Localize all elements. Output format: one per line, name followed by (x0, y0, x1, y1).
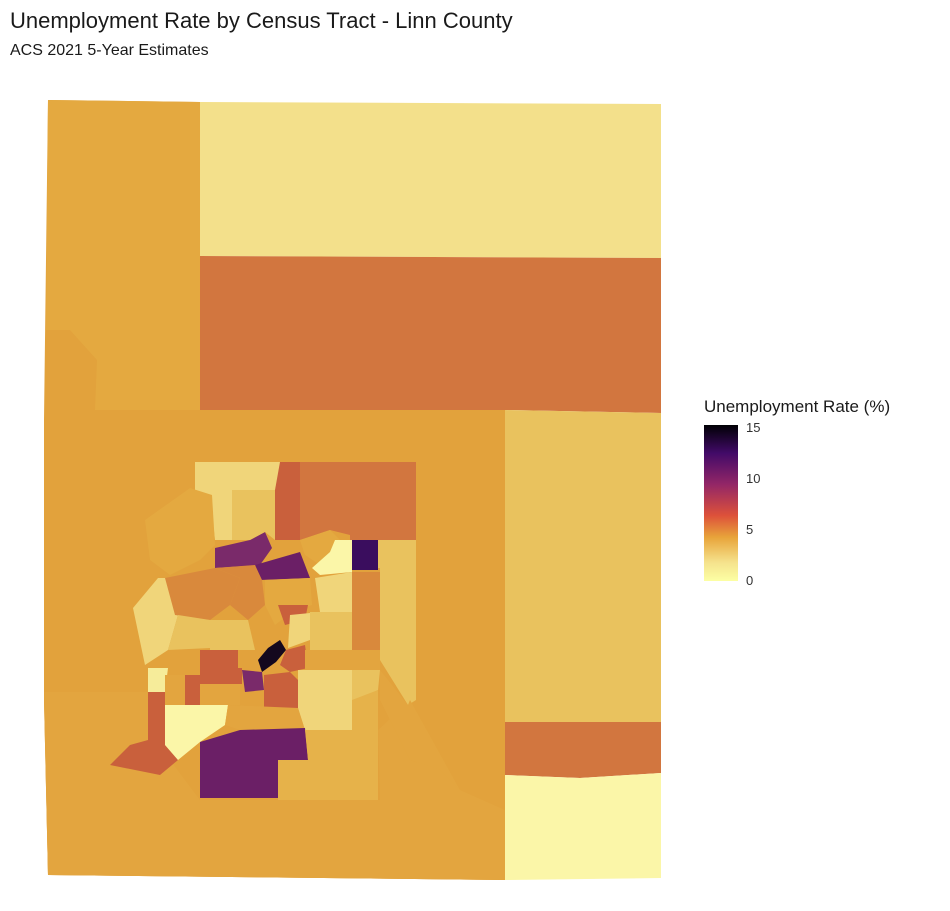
tract-urban-10 (312, 540, 352, 575)
legend-title: Unemployment Rate (%) (704, 397, 891, 416)
tract-urban-2 (145, 488, 215, 575)
legend-colorbar (704, 425, 738, 581)
tract-urban-41 (200, 728, 308, 798)
tract-urban-35 (200, 684, 240, 705)
legend-tick-label: 15 (746, 420, 761, 435)
tract-urban-32 (200, 668, 242, 684)
tract-urban-13 (380, 568, 416, 705)
tract-urban-14 (352, 572, 380, 650)
tract-urban-29 (148, 668, 168, 692)
tract-urban-16 (133, 578, 178, 665)
tract-urban-19 (265, 578, 312, 625)
tract-urban-40 (225, 705, 305, 730)
tract-urban-31 (185, 675, 200, 705)
tract-north-orange (200, 256, 661, 413)
tract-urban-34 (264, 672, 298, 708)
tract-urban-39 (165, 705, 228, 760)
legend: Unemployment Rate (%) 15 10 5 0 (704, 397, 891, 587)
tract-urban-36 (298, 670, 352, 730)
tract-east-gold (505, 410, 661, 722)
tract-urban-27 (280, 645, 308, 672)
tract-east-orange (505, 722, 661, 778)
legend-tick-label: 5 (746, 522, 754, 537)
tract-urban-9 (300, 530, 345, 565)
tract-urban-22 (210, 620, 255, 650)
tract-urban-12 (378, 540, 416, 568)
tract-urban-3 (275, 462, 300, 540)
tract-urban-38 (110, 692, 178, 775)
tract-urban-43 (380, 670, 460, 790)
tract-urban-25 (200, 650, 238, 668)
tract-urban-26 (258, 640, 286, 672)
legend-tick-mark (738, 478, 744, 479)
tract-urban-33 (242, 670, 264, 692)
tract-urban-42 (278, 690, 378, 800)
legend-tick-label: 10 (746, 471, 761, 486)
legend-tick-mark (738, 529, 744, 530)
tract-urban-15 (315, 572, 352, 612)
tract-urban-17 (165, 568, 240, 620)
tract-urban-6 (215, 532, 272, 568)
legend-tick-mark (738, 580, 744, 581)
legend-tick-mark (738, 427, 744, 428)
tract-urban-8 (232, 490, 275, 540)
tract-urban-18 (215, 565, 265, 620)
tract-urban-28 (305, 650, 380, 670)
tract-urban-30 (165, 675, 185, 705)
tract-urban-5 (350, 462, 416, 540)
map-title: Unemployment Rate by Census Tract - Linn… (10, 8, 513, 33)
tract-urban-11 (352, 540, 378, 570)
tract-urban-1 (195, 462, 280, 540)
tract-urban-4 (300, 462, 350, 540)
tract-southeast-cream (505, 773, 661, 880)
tract-north-pale (200, 102, 661, 258)
tract-urban-21 (168, 615, 210, 650)
tract-northwest (46, 100, 200, 410)
legend-tick-label: 0 (746, 573, 754, 588)
map-subtitle: ACS 2021 5-Year Estimates (10, 42, 209, 59)
tract-urban-7 (255, 552, 310, 580)
tract-urban-24 (310, 612, 352, 650)
